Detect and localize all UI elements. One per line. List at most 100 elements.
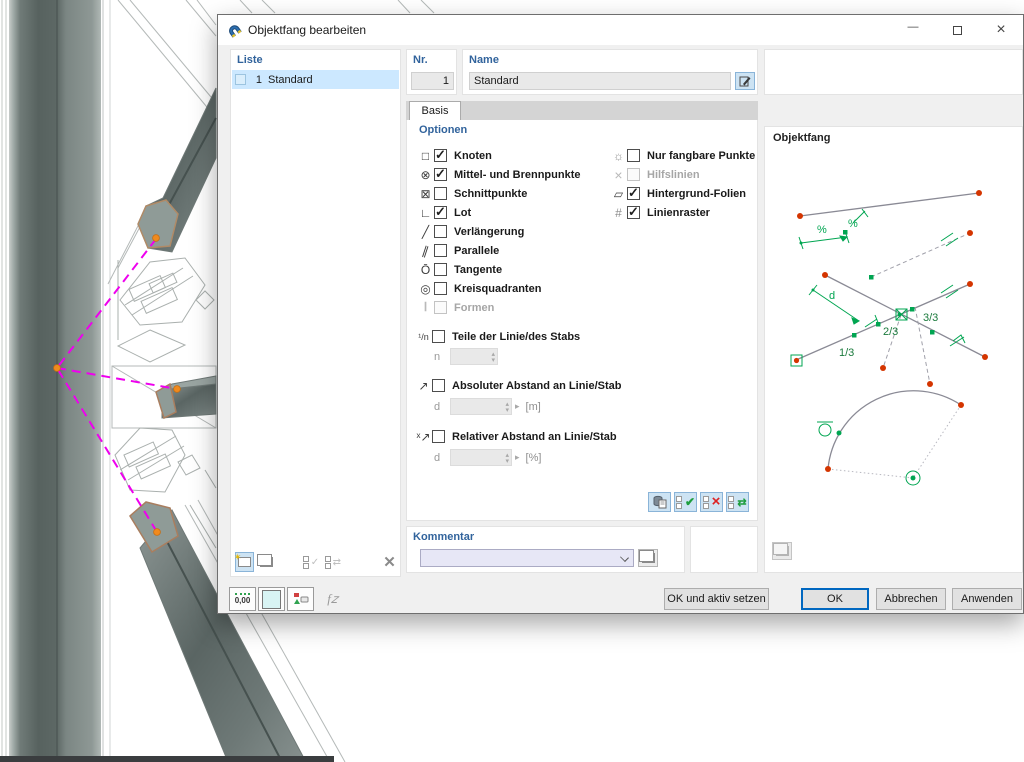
invert-options-button[interactable]: ⇄ [726,492,749,512]
formen-icon: Ⅰ [423,300,428,314]
one-third-label: 1/3 [839,347,854,359]
option-hintergrund-folien[interactable]: ▱ Hintergrund-Folien [610,185,746,201]
linienraster-checkbox[interactable] [627,204,640,220]
schnittpunkte-checkbox[interactable] [434,187,447,200]
factor-button[interactable]: f𝑧 [319,587,346,611]
minimize-button[interactable]: — [907,21,919,33]
new-entry-button[interactable]: ✶ [234,552,254,572]
preview-settings-button[interactable] [772,542,792,560]
nr-input[interactable]: 1 [411,72,454,90]
hilfslinien-icon: × [614,166,623,183]
uncheck-all-icon: × [711,493,721,510]
nur-fangbare-checkbox[interactable] [627,149,640,162]
absolut-abstand-icon: ↗ [418,378,429,393]
snap-guide-lines [55,238,178,533]
name-input[interactable]: Standard [469,72,731,90]
display-properties-button[interactable] [287,587,314,611]
optionen-header: Optionen [419,124,468,136]
option-absoluter-abstand[interactable]: ↗ Absoluter Abstand an Linie/Stab [415,378,621,393]
list-item-color-swatch [235,74,246,85]
kommentar-panel: Kommentar [406,526,685,573]
copy-from-db-button[interactable] [648,492,671,512]
node-points [53,234,181,536]
display-properties-icon [293,593,308,604]
factor-icon: f𝑧 [327,591,338,606]
relativ-checkbox[interactable] [432,430,445,443]
lot-checkbox[interactable] [434,204,447,220]
kommentar-combobox[interactable] [420,549,634,567]
parallele-checkbox[interactable] [434,244,447,257]
option-relativer-abstand[interactable]: ˣ↗ Relativer Abstand an Linie/Stab [416,429,617,444]
database-copy-icon [653,495,666,509]
tab-basis[interactable]: Basis [409,101,461,120]
copy-entry-button[interactable] [256,552,276,572]
option-linienraster[interactable]: # Linienraster [610,204,710,220]
kreisquadranten-icon: ◎ [420,281,431,296]
abbrechen-button[interactable]: Abbrechen [876,588,946,610]
fangbare-punkte-icon: ☼ [613,148,624,163]
rename-button[interactable] [735,72,755,90]
option-lot[interactable]: ∟ Lot [417,204,471,220]
formen-checkbox[interactable] [434,301,447,314]
absolut-unit-label: [m] [525,400,541,413]
decimal-places-button[interactable]: 0,00 [229,587,256,611]
check-all-button[interactable]: ✓ [302,552,321,572]
teile-checkbox[interactable] [432,330,445,343]
snap-preview-diagram: % % d 1/3 2/3 3/3 [790,190,988,486]
mittelpunkte-checkbox[interactable] [434,166,447,182]
kreisquadranten-checkbox[interactable] [434,282,447,295]
knoten-checkbox[interactable] [434,147,447,163]
check-all-icon: ✔ [684,495,696,509]
option-hilfslinien[interactable]: × Hilfslinien [610,166,699,183]
uncheck-all-options-button[interactable]: × [700,492,723,512]
ok-und-aktiv-setzen-button[interactable]: OK und aktiv setzen [664,588,769,610]
option-knoten[interactable]: □ Knoten [417,147,492,163]
relativ-abstand-icon: ˣ↗ [416,429,431,444]
option-mittelpunkte[interactable]: ⊗ Mittel- und Brennpunkte [417,166,580,182]
n-spinner[interactable]: ▴ ▾ [450,348,498,365]
name-label: Name [469,54,499,66]
hilfslinien-checkbox[interactable] [627,168,640,181]
option-parallele[interactable]: ∥ Parallele [417,243,499,258]
invert-checks-button[interactable]: ⇄ [323,552,342,572]
n-param-label: n [434,350,441,363]
option-schnittpunkte[interactable]: ⊠ Schnittpunkte [417,186,527,201]
anwenden-button[interactable]: Anwenden [952,588,1022,610]
d-relativ-spinner[interactable]: ▴ ▾ [450,449,512,466]
decimal-places-icon: 0,00 [234,593,251,605]
option-verlaengerung[interactable]: ╱ Verlängerung [417,224,524,239]
magnet-icon [229,25,242,38]
option-formen[interactable]: Ⅰ Formen [417,300,494,315]
verlaengerung-checkbox[interactable] [434,225,447,238]
list-item[interactable]: 1 Standard [232,70,399,89]
d-absolut-expand-button[interactable]: ▸ [515,401,520,411]
basis-panel: Optionen □ Knoten ⊗ Mittel- und Brennpun… [406,120,758,521]
kommentar-copy-button[interactable] [638,549,658,567]
dialog-titlebar[interactable]: Objektfang bearbeiten — × [218,15,1023,45]
hintergrund-folien-checkbox[interactable] [627,185,640,201]
absolut-checkbox[interactable] [432,379,445,392]
check-all-options-button[interactable]: ✔ [674,492,697,512]
maximize-button[interactable] [935,15,979,45]
tangente-checkbox[interactable] [434,263,447,276]
color-swatch-button[interactable] [258,587,285,611]
d-relativ-expand-button[interactable]: ▸ [515,452,520,462]
delete-entry-button[interactable]: ✕ [383,554,396,571]
option-tangente[interactable]: Ō Tangente [417,262,502,277]
option-kreisquadranten[interactable]: ◎ Kreisquadranten [417,281,541,296]
option-teile-der-linie[interactable]: ¹/n Teile der Linie/des Stabs [415,329,580,344]
three-third-label: 3/3 [923,312,938,324]
info-box-top [764,49,1023,95]
d-absolut-spinner[interactable]: ▴ ▾ [450,398,512,415]
ok-button[interactable]: OK [801,588,869,610]
close-button[interactable]: × [996,21,1006,38]
dialog-title: Objektfang bearbeiten [248,23,367,37]
nr-panel: Nr. 1 [406,49,457,95]
preview-settings-icon [772,543,789,556]
parallele-icon: ∥ [420,242,431,259]
tab-basis-label: Basis [421,105,449,117]
d-dim-label: d [829,290,835,302]
option-nur-fangbare[interactable]: ☼ Nur fangbare Punkte [610,148,755,163]
invert-icon: ⇄ [737,496,747,509]
list-item-number: 1 [255,73,262,86]
